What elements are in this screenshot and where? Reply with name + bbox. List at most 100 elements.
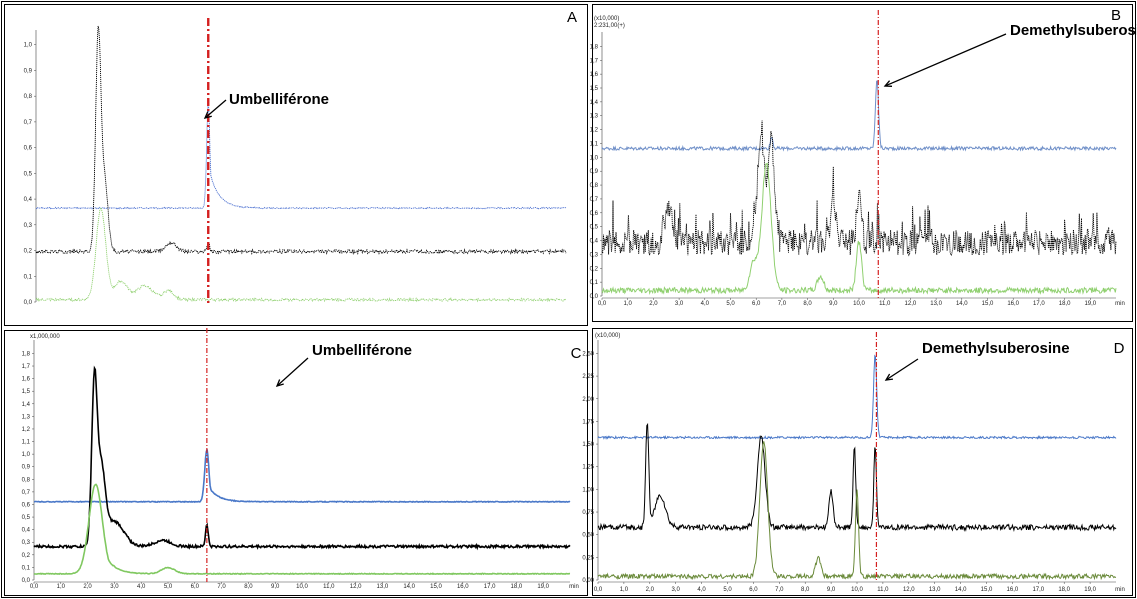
panel-d-arrow	[885, 358, 919, 381]
panel-b-scale-label: (x10,000)	[594, 16, 619, 22]
panel-d-y-tick-label: 2,00	[582, 397, 594, 403]
panel-a-y-tick-label: 1,0	[24, 43, 33, 49]
panel-a-y-tick-label: 0,8	[24, 94, 33, 100]
panel-c-y-tick-label: 0,0	[22, 578, 31, 584]
panel-d-x-tick-label: 7,0	[775, 587, 784, 593]
panel-d-y-tick-label: 0,25	[582, 555, 594, 561]
panel-d-x-tick-label: 11,0	[877, 587, 889, 593]
panel-a-y-tick-label: 0,5	[24, 171, 33, 177]
panel-d-x-tick-label: 16,0	[1007, 587, 1019, 593]
panel-b-y-tick-label: 0,1	[590, 280, 599, 286]
panel-b-y-tick-label: 1,4	[590, 100, 599, 106]
panel-c-x-tick-label: 3,0	[110, 584, 119, 590]
panel-b-x-tick-label: 18,0	[1059, 301, 1071, 307]
panel-d-y-tick-label: 0,50	[582, 533, 594, 539]
panel-c-y-tick-label: 0,9	[22, 465, 31, 471]
panel-b-y-tick-label: 1,5	[590, 86, 599, 92]
panel-d-x-tick-label: 15,0	[981, 587, 993, 593]
panel-c-x-tick-label: 1,0	[57, 584, 66, 590]
panel-d-x-tick-label: 3,0	[672, 587, 681, 593]
panel-d-x-tick-label: 18,0	[1058, 587, 1070, 593]
panel-b-x-tick-label: 13,0	[930, 301, 942, 307]
panel-b-x-tick-label: 0,0	[598, 301, 607, 307]
panel-b-y-tick-label: 1,8	[590, 44, 599, 50]
panel-d-x-tick-label: 0,0	[594, 587, 603, 593]
panel-b-x-tick-label: 12,0	[905, 301, 917, 307]
panel-b-channel-label: 2:231,00(+)	[594, 23, 625, 29]
panel-c-x-tick-label: 16,0	[457, 584, 469, 590]
panel-c-compound-label: Umbelliférone	[312, 342, 412, 359]
panel-c-y-tick-label: 1,3	[22, 414, 31, 420]
panel-c-scale-label: x1,000,000	[30, 334, 60, 340]
panel-c-x-tick-label: 13,0	[377, 584, 389, 590]
panel-c-x-tick-label: 11,0	[323, 584, 335, 590]
panel-b-y-tick-label: 1,3	[590, 114, 599, 120]
panel-b-x-tick-label: 2,0	[649, 301, 658, 307]
panel-d-frame	[592, 328, 1133, 596]
panel-b-x-tick-label: 15,0	[982, 301, 994, 307]
panel-d-compound-label: Demethylsuberosine	[922, 340, 1070, 357]
panel-a-compound-label: Umbelliférone	[229, 91, 329, 108]
panel-d-x-tick-label: 9,0	[827, 587, 836, 593]
panel-c-y-tick-label: 1,7	[22, 364, 31, 370]
panel-d-x-tick-label: 12,0	[903, 587, 915, 593]
panel-d-y-tick-label: 2,25	[582, 374, 594, 380]
panel-c-x-tick-label: 12,0	[350, 584, 362, 590]
panel-a-y-tick-label: 0,2	[24, 249, 33, 255]
panel-b-y-tick-label: 1,0	[590, 155, 599, 161]
panel-c-x-tick-label: 6,0	[191, 584, 200, 590]
panel-a-series-line-3	[35, 207, 567, 303]
panel-b-x-tick-label: 1,0	[624, 301, 633, 307]
panel-a-arrow	[204, 99, 227, 119]
panel-c-y-tick-label: 1,6	[22, 377, 31, 383]
panel-b-x-tick-label: 11,0	[879, 301, 891, 307]
panel-b-x-tick-label: 14,0	[956, 301, 968, 307]
panel-d-x-tick-label: 2,0	[646, 587, 655, 593]
panel-b-frame	[592, 4, 1133, 322]
panel-c-x-tick-label: 8,0	[244, 584, 253, 590]
panel-c-x-tick-label: 7,0	[217, 584, 226, 590]
panel-c-y-tick-label: 0,2	[22, 553, 31, 559]
panel-d-series-line-1	[597, 354, 1117, 440]
panel-c-y-tick-label: 1,2	[22, 427, 31, 433]
panel-d-series-line-2	[597, 422, 1117, 532]
panel-c-y-tick-label: 0,5	[22, 515, 31, 521]
panel-c-x-tick-label: 14,0	[403, 584, 415, 590]
panel-d-y-tick-label: 0,00	[582, 578, 594, 584]
panel-d-x-tick-label: 1,0	[620, 587, 629, 593]
panel-a-y-tick-label: 0,7	[24, 120, 33, 126]
panel-c-x-tick-label: 5,0	[164, 584, 173, 590]
panel-d-x-tick-label: 13,0	[929, 587, 941, 593]
panel-d-scale-label: (x10,000)	[595, 333, 620, 339]
panel-a-y-tick-label: 0,0	[24, 300, 33, 306]
panel-d-x-tick-label: 5,0	[723, 587, 732, 593]
panel-b-arrow	[884, 33, 1007, 87]
panel-a-y-tick-label: 0,3	[24, 223, 33, 229]
panel-b-series-line-3	[601, 162, 1117, 296]
panel-b-y-tick-label: 0,9	[590, 169, 599, 175]
panel-c-x-tick-label: 9,0	[271, 584, 280, 590]
panel-c-y-tick-label: 0,7	[22, 490, 31, 496]
panel-b-x-tick-label: 7,0	[778, 301, 787, 307]
panel-b-series-line-1	[601, 80, 1117, 152]
panel-c-series-line-3	[33, 483, 571, 576]
panel-d-x-tick-label: 8,0	[801, 587, 810, 593]
panel-c-y-tick-label: 0,8	[22, 477, 31, 483]
panel-b-y-tick-label: 0,6	[590, 211, 599, 217]
panel-c-x-tick-label: 4,0	[137, 584, 146, 590]
panel-d-x-tick-label: 4,0	[697, 587, 706, 593]
panel-b-x-tick-label: 19,0	[1084, 301, 1096, 307]
panel-d-x-tick-label: 6,0	[749, 587, 758, 593]
panel-d-x-tick-label: 17,0	[1032, 587, 1044, 593]
panel-c-x-tick-label: 18,0	[511, 584, 523, 590]
panel-c-x-tick-label: 10,0	[296, 584, 308, 590]
panel-a-series-line-1	[35, 104, 567, 210]
panel-c-y-tick-label: 1,5	[22, 389, 31, 395]
panel-a-series-line-2	[35, 25, 567, 256]
panel-a-arrow-head	[203, 111, 212, 119]
panel-d-y-tick-label: 1,25	[582, 465, 594, 471]
panel-d-y-tick-label: 1,75	[582, 419, 594, 425]
panel-c-x-tick-label: min	[569, 584, 579, 590]
panel-c-y-tick-label: 0,3	[22, 540, 31, 546]
